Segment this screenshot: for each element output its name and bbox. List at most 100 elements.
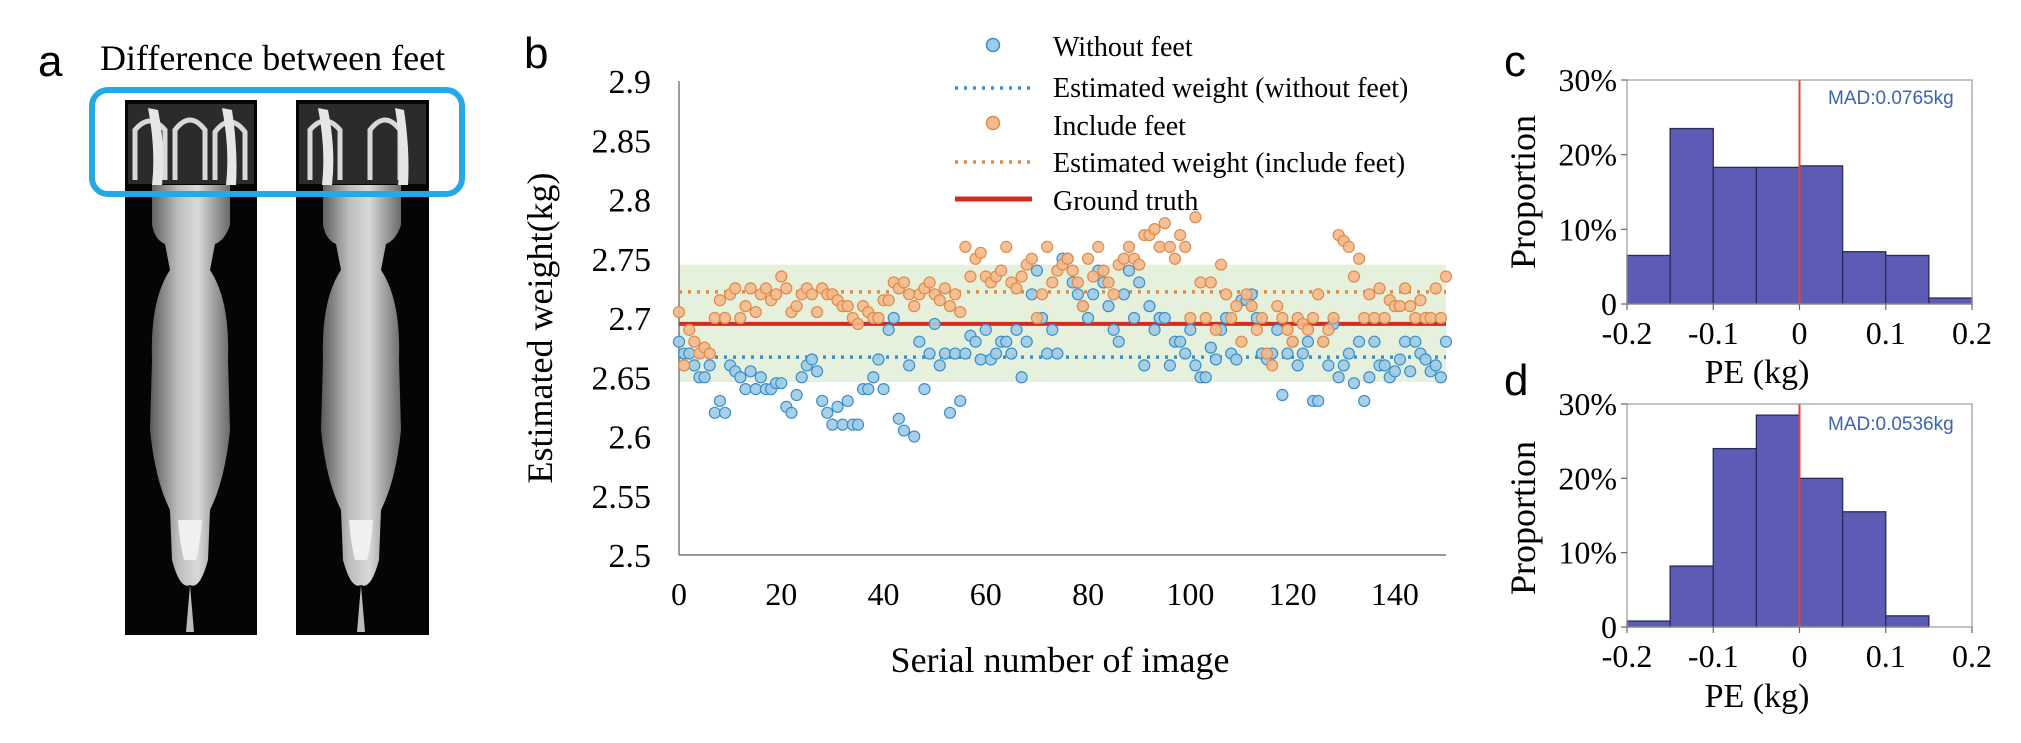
scatter-point-include — [1184, 311, 1197, 325]
panel-label-c: c — [1504, 37, 1526, 86]
scatter-point-include — [1081, 252, 1095, 265]
scatter-point-without — [1107, 323, 1120, 336]
scatter-point-include — [1404, 300, 1417, 313]
panel-b-ytick-label: 2.85 — [592, 123, 652, 160]
d-xtick-label: 0.1 — [1866, 638, 1906, 674]
d-xtick-label: 0.2 — [1952, 638, 1992, 674]
panel-d: d 0 10% 20% 30% -0.2 -0.1 0 0.1 0.2 MAD:0.0536kg… — [1503, 356, 1992, 715]
scatter-point-without — [816, 394, 829, 408]
scatter-point-without — [989, 347, 1003, 360]
scatter-point-without — [821, 406, 834, 419]
panel-b: b 2.5 2.55 2.6 2.65 2.7 2.75 2.8 2.85 2.9 0 20 40 60… — [520, 29, 1453, 680]
scatter-point-include — [790, 300, 803, 313]
scatter-point-include — [1122, 240, 1136, 253]
d-histogram-bar — [1841, 511, 1887, 628]
panel-b-ytick-label: 2.55 — [592, 479, 652, 516]
d-histogram-bar — [1755, 414, 1801, 628]
scatter-point-include — [1071, 276, 1084, 289]
scatter-point-without — [892, 412, 905, 425]
scatter-point-include — [923, 276, 936, 289]
legend-include-marker — [985, 115, 1001, 131]
scatter-point-without — [969, 335, 982, 348]
scatter-point-include — [959, 240, 972, 253]
scatter-point-without — [933, 359, 946, 372]
scatter-point-without — [1081, 311, 1095, 325]
scatter-point-without — [672, 335, 686, 348]
panel-b-ytick-label: 2.9 — [609, 64, 652, 101]
scatter-point-without — [1342, 347, 1355, 360]
scatter-point-without — [943, 406, 957, 419]
panel-a-title: Difference between feet — [100, 38, 445, 78]
scatter-point-without — [785, 406, 798, 419]
scatter-point-include — [1102, 276, 1115, 289]
scatter-point-include — [1409, 311, 1422, 325]
scatter-point-without — [1158, 311, 1171, 325]
scatter-point-without — [1051, 347, 1064, 360]
scatter-point-without — [1322, 359, 1335, 372]
legend-without-mean-label: Estimated weight (without feet) — [1053, 73, 1408, 104]
panel-b-xtick-label: 60 — [970, 576, 1002, 612]
scatter-point-without — [1112, 335, 1125, 348]
scatter-point-without — [1020, 335, 1033, 348]
scatter-point-without — [862, 383, 875, 396]
c-histogram-bar — [1798, 165, 1844, 305]
scatter-point-without — [872, 353, 885, 366]
scatter-point-include — [1352, 252, 1366, 265]
scatter-point-without — [1122, 264, 1136, 277]
scatter-point-include — [897, 276, 911, 289]
scatter-point-include — [1317, 335, 1330, 348]
scatter-point-without — [1409, 335, 1422, 348]
d-histogram-bar — [1669, 565, 1714, 628]
scatter-point-include — [1061, 252, 1074, 265]
scatter-point-without — [1102, 300, 1115, 313]
d-histogram-bar — [1798, 477, 1844, 628]
feet-highlight-box — [89, 87, 465, 197]
panel-b-ytick-label: 2.75 — [592, 242, 652, 279]
scatter-point-without — [1439, 335, 1453, 348]
scatter-point-without — [683, 347, 696, 360]
scatter-point-include — [678, 359, 691, 372]
scatter-point-include — [1240, 288, 1253, 301]
scatter-point-without — [1174, 335, 1187, 348]
scatter-point-without — [1404, 365, 1417, 378]
scatter-point-include — [1245, 300, 1258, 313]
panel-c-axes: 0 10% 20% 30% -0.2 -0.1 0 0.1 0.2 — [1558, 62, 1992, 351]
scatter-point-without — [1281, 347, 1294, 360]
panel-a: a Difference between feet — [38, 37, 465, 635]
panel-d-ylabel: Proportion — [1503, 441, 1543, 595]
panel-b-xtick-label: 120 — [1269, 576, 1317, 612]
scatter-point-without — [902, 359, 916, 372]
d-ytick-label: 10% — [1558, 535, 1617, 571]
scatter-point-without — [1363, 371, 1376, 384]
scatter-point-without — [867, 371, 880, 384]
d-ytick-label: 30% — [1558, 386, 1617, 422]
c-histogram-bar — [1669, 127, 1714, 305]
scatter-point-include — [1276, 311, 1289, 325]
scatter-point-include — [1378, 311, 1391, 325]
scatter-point-include — [672, 305, 686, 319]
panel-c-bars — [1626, 127, 1973, 305]
scatter-point-without — [749, 383, 762, 396]
scatter-point-without — [1301, 335, 1315, 348]
panel-b-points — [672, 211, 1453, 443]
scatter-point-include — [1179, 240, 1192, 253]
scatter-point-include — [1368, 311, 1381, 325]
scatter-point-without — [1291, 359, 1304, 372]
scatter-point-without — [1179, 347, 1192, 360]
scatter-point-without — [1337, 359, 1350, 372]
panel-b-ytick-label: 2.5 — [609, 538, 652, 575]
legend-without-label: Without feet — [1053, 32, 1193, 63]
scatter-point-include — [1220, 288, 1233, 301]
scatter-point-without — [1296, 347, 1309, 360]
legend-without-marker — [985, 37, 1001, 53]
scatter-point-without — [1041, 347, 1054, 360]
scatter-point-include — [713, 294, 727, 307]
legend-truth-label: Ground truth — [1053, 186, 1198, 217]
scatter-point-include — [1260, 347, 1274, 360]
panel-b-ytick-label: 2.65 — [592, 360, 652, 397]
c-ytick-label: 30% — [1558, 62, 1617, 98]
scatter-point-include — [718, 311, 732, 325]
scatter-point-include — [1327, 311, 1340, 325]
scatter-point-without — [826, 418, 839, 431]
scatter-point-include — [1414, 294, 1427, 307]
